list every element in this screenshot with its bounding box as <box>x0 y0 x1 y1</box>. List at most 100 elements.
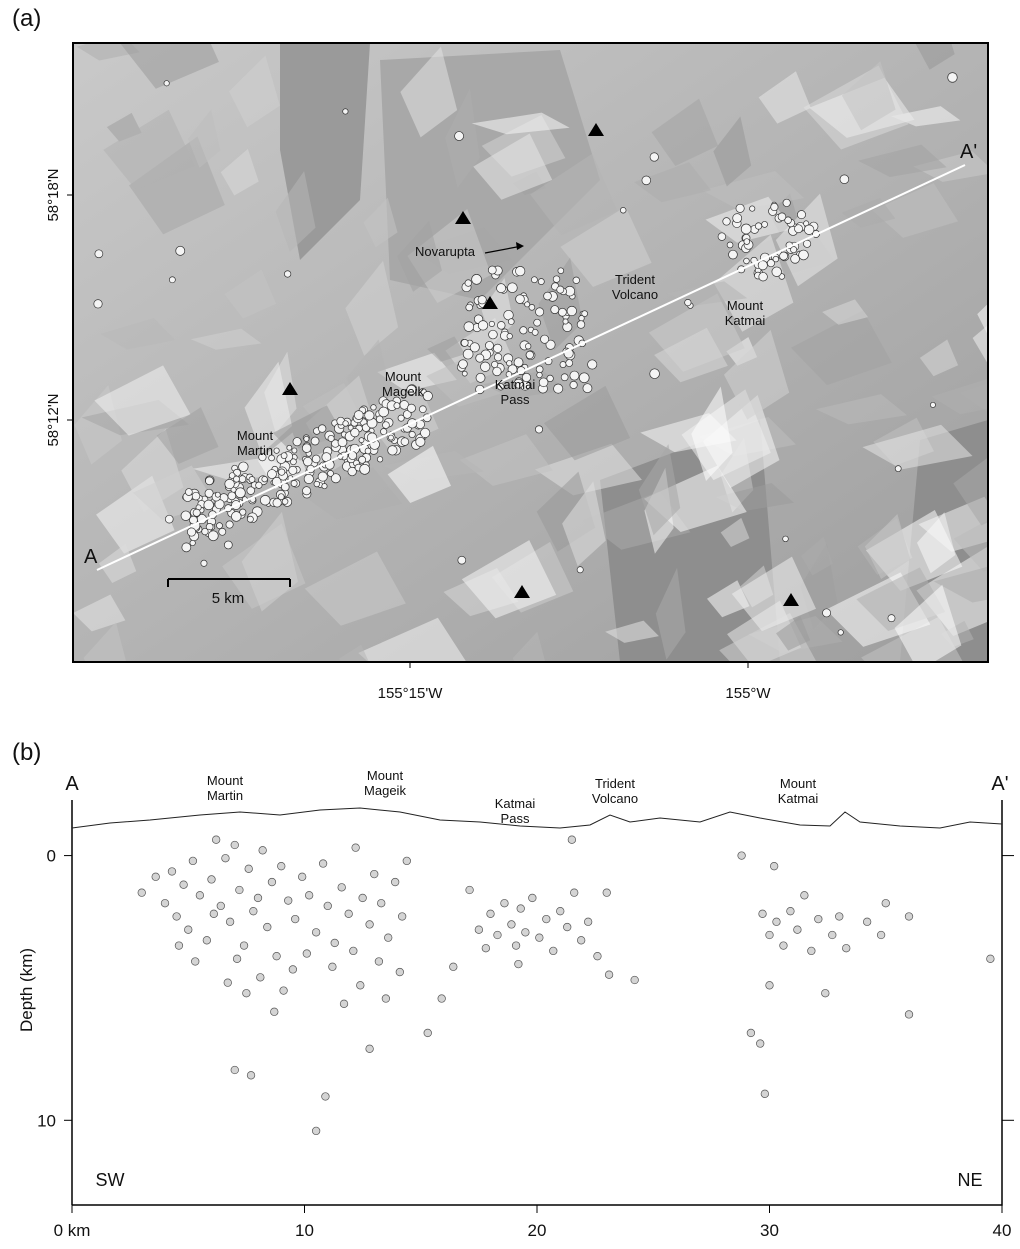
hypocenter <box>246 1071 256 1080</box>
annotation: Mount <box>367 768 404 783</box>
relief <box>83 622 127 662</box>
epicenter <box>558 307 567 317</box>
hypocenter <box>302 949 311 958</box>
epicenter <box>565 359 574 367</box>
hypocenter <box>765 981 774 990</box>
epicenter <box>260 495 271 506</box>
annotation: NE <box>957 1170 982 1190</box>
epicenter <box>464 279 472 287</box>
epicenter <box>649 368 660 379</box>
epicenter <box>513 357 524 368</box>
hypocenter <box>881 899 890 908</box>
epicenter <box>641 175 651 186</box>
hypocenter <box>184 925 193 934</box>
map-label: Katmai <box>725 313 766 328</box>
epicenter <box>313 480 320 488</box>
hypocenter <box>249 907 258 916</box>
relief <box>801 536 833 576</box>
relief <box>229 55 280 128</box>
hypocenter <box>786 907 795 916</box>
epicenter <box>581 310 588 317</box>
hypocenter <box>207 875 216 884</box>
map-frame <box>72 42 989 663</box>
epicenter <box>321 483 328 490</box>
relief <box>73 594 126 632</box>
epicenter <box>784 216 792 224</box>
epicenter <box>521 372 532 383</box>
epicenter <box>722 217 731 226</box>
epicenter <box>562 318 569 325</box>
hypocenter <box>630 975 639 985</box>
relief <box>776 616 811 651</box>
epicenter <box>475 372 486 383</box>
relief <box>220 148 259 196</box>
relief <box>241 511 298 612</box>
hypocenter <box>570 888 579 897</box>
hypocenter <box>298 872 307 881</box>
epicenter <box>837 629 844 636</box>
epicenter <box>382 421 390 429</box>
epicenter <box>273 447 280 454</box>
epicenter <box>487 265 497 275</box>
epicenter <box>506 333 513 340</box>
epicenter <box>684 299 692 307</box>
epicenter <box>569 380 578 389</box>
epicenter <box>533 318 541 327</box>
hypocenter <box>174 941 184 950</box>
relief <box>530 153 618 236</box>
epicenter <box>342 108 349 115</box>
epicenter <box>347 466 357 477</box>
relief <box>471 112 570 135</box>
epicenter <box>553 383 564 394</box>
hypocenter <box>602 888 611 897</box>
epicenter <box>531 276 538 284</box>
hypocenter <box>821 989 830 998</box>
epicenter <box>480 361 491 372</box>
epicenter <box>350 427 360 438</box>
annotation: Martin <box>207 788 243 803</box>
epicenter <box>93 299 103 309</box>
annotation: Katmai <box>778 791 819 806</box>
epicenter <box>281 498 289 505</box>
epicenter <box>214 491 221 498</box>
relief <box>363 197 398 248</box>
epicenter <box>246 486 255 495</box>
epicenter <box>543 291 552 301</box>
epicenter <box>272 498 282 508</box>
epicenter <box>535 365 544 374</box>
epicenter <box>353 410 364 420</box>
hypocenter <box>339 999 349 1008</box>
hypocenter <box>160 899 170 908</box>
epicenter <box>408 431 416 439</box>
epicenter <box>420 427 431 438</box>
epicenter <box>822 608 831 618</box>
annotation: A' <box>991 773 1008 795</box>
epicenter <box>462 348 474 360</box>
relief <box>562 481 606 567</box>
relief <box>651 98 719 167</box>
hypocenter <box>793 925 802 934</box>
epicenter <box>569 370 580 381</box>
relief <box>691 386 733 482</box>
hypocenter <box>209 909 218 918</box>
epicenter <box>537 278 545 285</box>
epicenter <box>497 383 505 391</box>
epicenter <box>318 424 327 433</box>
epicenter <box>164 514 174 524</box>
axes-frame <box>71 800 1003 1206</box>
epicenter <box>576 320 586 329</box>
relief <box>605 620 659 643</box>
relief <box>758 71 811 124</box>
epicenter <box>743 257 750 265</box>
hypocenter <box>556 907 565 916</box>
relief <box>304 551 406 626</box>
relief <box>931 378 988 415</box>
hypocenter <box>370 869 379 879</box>
hypocenter <box>137 888 146 897</box>
hypocenter <box>167 867 177 876</box>
hypocenter <box>288 965 298 974</box>
epicenter <box>291 447 298 454</box>
epicenter <box>185 488 193 496</box>
epicenter <box>337 437 348 448</box>
relief <box>841 197 896 228</box>
